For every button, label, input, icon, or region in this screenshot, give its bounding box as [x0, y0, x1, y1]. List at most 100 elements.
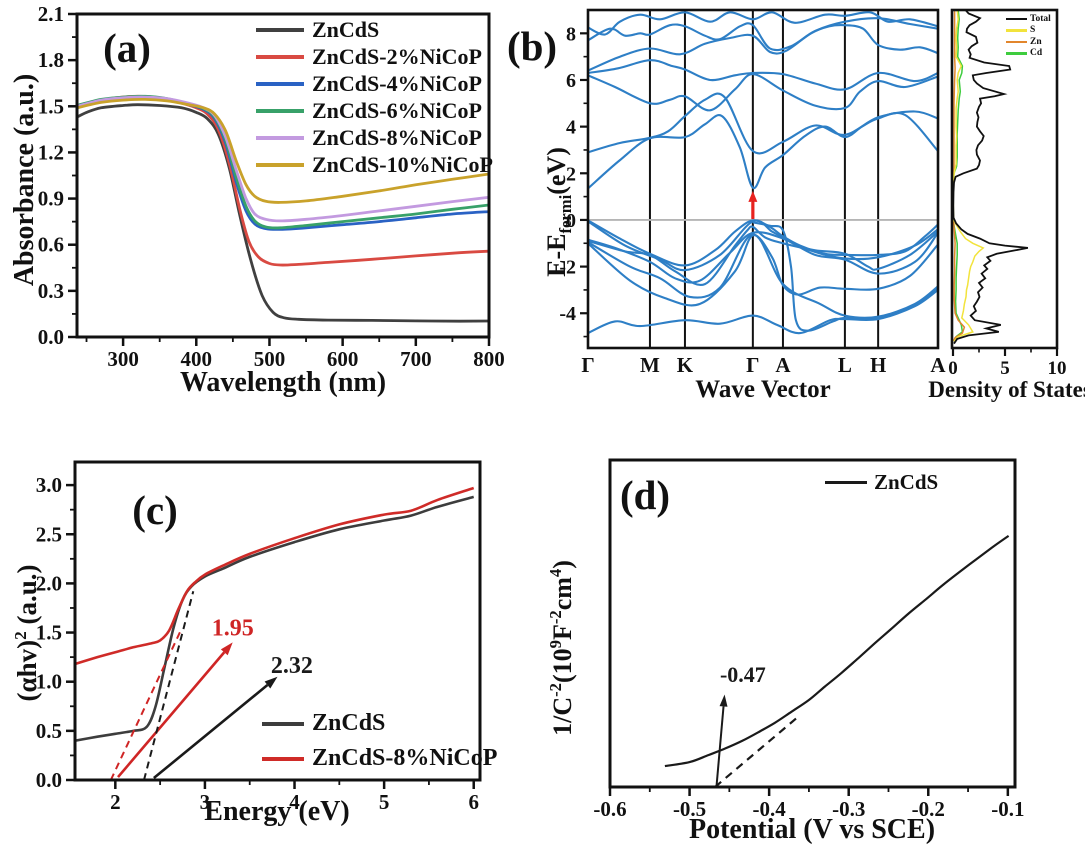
legend-item: ZnCdS-2%NiCoP [256, 43, 493, 70]
dos-curve-s [952, 10, 985, 342]
panel-c-label: (c) [132, 487, 178, 533]
band-11 [588, 234, 938, 307]
panel-c-x-title: Energy (eV) [204, 796, 350, 827]
panel-d-legend: ZnCdS [825, 470, 938, 494]
svg-text:A: A [775, 353, 791, 377]
legend-item: ZnCdS-4%NiCoP [256, 70, 493, 97]
svg-text:800: 800 [473, 347, 505, 371]
legend-item: ZnCdS-10%NiCoP [256, 151, 493, 178]
svg-text:1.8: 1.8 [38, 48, 64, 72]
legend-item: ZnCdS-6%NiCoP [256, 97, 493, 124]
svg-text:300: 300 [107, 347, 139, 371]
svg-text:-0.2: -0.2 [912, 797, 945, 821]
svg-text:2: 2 [566, 163, 576, 185]
legend-label: Zn [1030, 36, 1042, 47]
panel-d-curve-0 [664, 534, 1010, 768]
svg-text:1.5: 1.5 [38, 94, 64, 118]
panel-a-y-title: Absorbance (a.u.) [9, 73, 40, 287]
svg-text:K: K [677, 353, 694, 377]
svg-text:4: 4 [566, 117, 576, 139]
svg-text:-2: -2 [559, 257, 576, 279]
svg-text:3: 3 [200, 790, 211, 814]
svg-text:6: 6 [566, 70, 576, 92]
svg-text:1.0: 1.0 [36, 670, 62, 694]
svg-text:1.5: 1.5 [36, 621, 62, 645]
band-6 [588, 11, 938, 36]
svg-text:500: 500 [254, 347, 286, 371]
svg-text:2.1: 2.1 [38, 2, 64, 26]
dos-curve-total [952, 10, 1029, 345]
legend-label: ZnCdS [312, 710, 386, 736]
band-13 [588, 289, 938, 335]
bandgap-value-1: 2.32 [271, 653, 313, 679]
legend-label: Cd [1030, 48, 1043, 59]
panel-c-legend: ZnCdS ZnCdS-8%NiCoP [262, 706, 497, 776]
svg-text:1.2: 1.2 [38, 140, 64, 164]
panel-a-curve-4 [77, 95, 489, 223]
svg-text:0.9: 0.9 [38, 187, 64, 211]
svg-text:L: L [838, 353, 852, 377]
legend-line-swatch [1006, 17, 1027, 20]
svg-text:-4: -4 [559, 303, 576, 325]
legend-label: ZnCdS-8%NiCoP [312, 124, 482, 150]
legend-line-swatch [256, 27, 304, 32]
bandgap-value-0: 1.95 [212, 616, 254, 642]
svg-text:6: 6 [468, 790, 479, 814]
panel-c-plot: 1.95 2.32 2 3 4 5 6 0.0 0.5 1.0 1.5 2.0 2.5 3.0 [36, 460, 482, 814]
panel-b-dos-plot: 0 5 10 [948, 8, 1067, 379]
svg-text:-0.6: -0.6 [593, 797, 626, 821]
legend-line-swatch [256, 54, 304, 59]
svg-text:-0.4: -0.4 [753, 797, 787, 821]
legend-label: ZnCdS [874, 469, 939, 494]
band-3 [588, 59, 938, 91]
svg-text:-0.1: -0.1 [991, 797, 1024, 821]
svg-text:8: 8 [566, 23, 576, 45]
band-2 [588, 73, 938, 112]
legend-label: S [1030, 25, 1036, 36]
legend-line-swatch [256, 81, 304, 86]
panel-b-dos-legend: Total S Zn Cd [1006, 13, 1051, 59]
panel-d-plot: -0.47 -0.6 -0.5 -0.4 -0.3 -0.2 -0.1 [593, 458, 1024, 821]
legend-item: ZnCdS-8%NiCoP [262, 741, 497, 776]
legend-label: ZnCdS [312, 16, 380, 42]
svg-text:400: 400 [181, 347, 213, 371]
dos-curve-cd [952, 10, 964, 342]
legend-item: ZnCdS [256, 16, 493, 43]
legend-item: ZnCdS [825, 470, 938, 494]
svg-text:4: 4 [289, 790, 300, 814]
band-10 [588, 233, 938, 319]
svg-text:A: A [930, 353, 946, 377]
panel-d-label: (d) [619, 472, 671, 518]
panel-a-curve-5 [77, 97, 489, 204]
dos-curve-zn [952, 10, 966, 342]
panel-c-y-title: (αhv)2 (a.u.) [11, 564, 42, 702]
band-14 [588, 225, 938, 287]
legend-line-swatch [256, 108, 304, 113]
band-8 [588, 219, 938, 272]
legend-line-swatch [1006, 29, 1027, 32]
legend-item: Cd [1006, 48, 1051, 60]
svg-text:10: 10 [1048, 358, 1067, 379]
band-0 [588, 111, 938, 190]
band-4 [588, 23, 938, 72]
legend-line-swatch [256, 162, 304, 167]
flat-band-value-0: -0.47 [720, 662, 766, 687]
band-1 [588, 92, 938, 155]
legend-line-swatch [825, 480, 867, 484]
legend-line-swatch [256, 135, 304, 140]
legend-line-swatch [1006, 40, 1027, 43]
panel-d-x-title: Potential (V vs SCE) [688, 814, 936, 845]
legend-line-swatch [1006, 52, 1027, 55]
legend-label: ZnCdS-6%NiCoP [312, 97, 482, 123]
legend-item: ZnCdS [262, 706, 497, 741]
svg-text:2.0: 2.0 [36, 571, 62, 595]
legend-label: ZnCdS-4%NiCoP [312, 70, 482, 96]
svg-text:0.0: 0.0 [38, 325, 64, 349]
svg-text:5: 5 [379, 790, 390, 814]
svg-text:-0.5: -0.5 [673, 797, 706, 821]
legend-label: ZnCdS-2%NiCoP [312, 43, 482, 69]
svg-text:0: 0 [948, 358, 958, 379]
panel-a-x-title: Wavelength (nm) [179, 367, 387, 398]
